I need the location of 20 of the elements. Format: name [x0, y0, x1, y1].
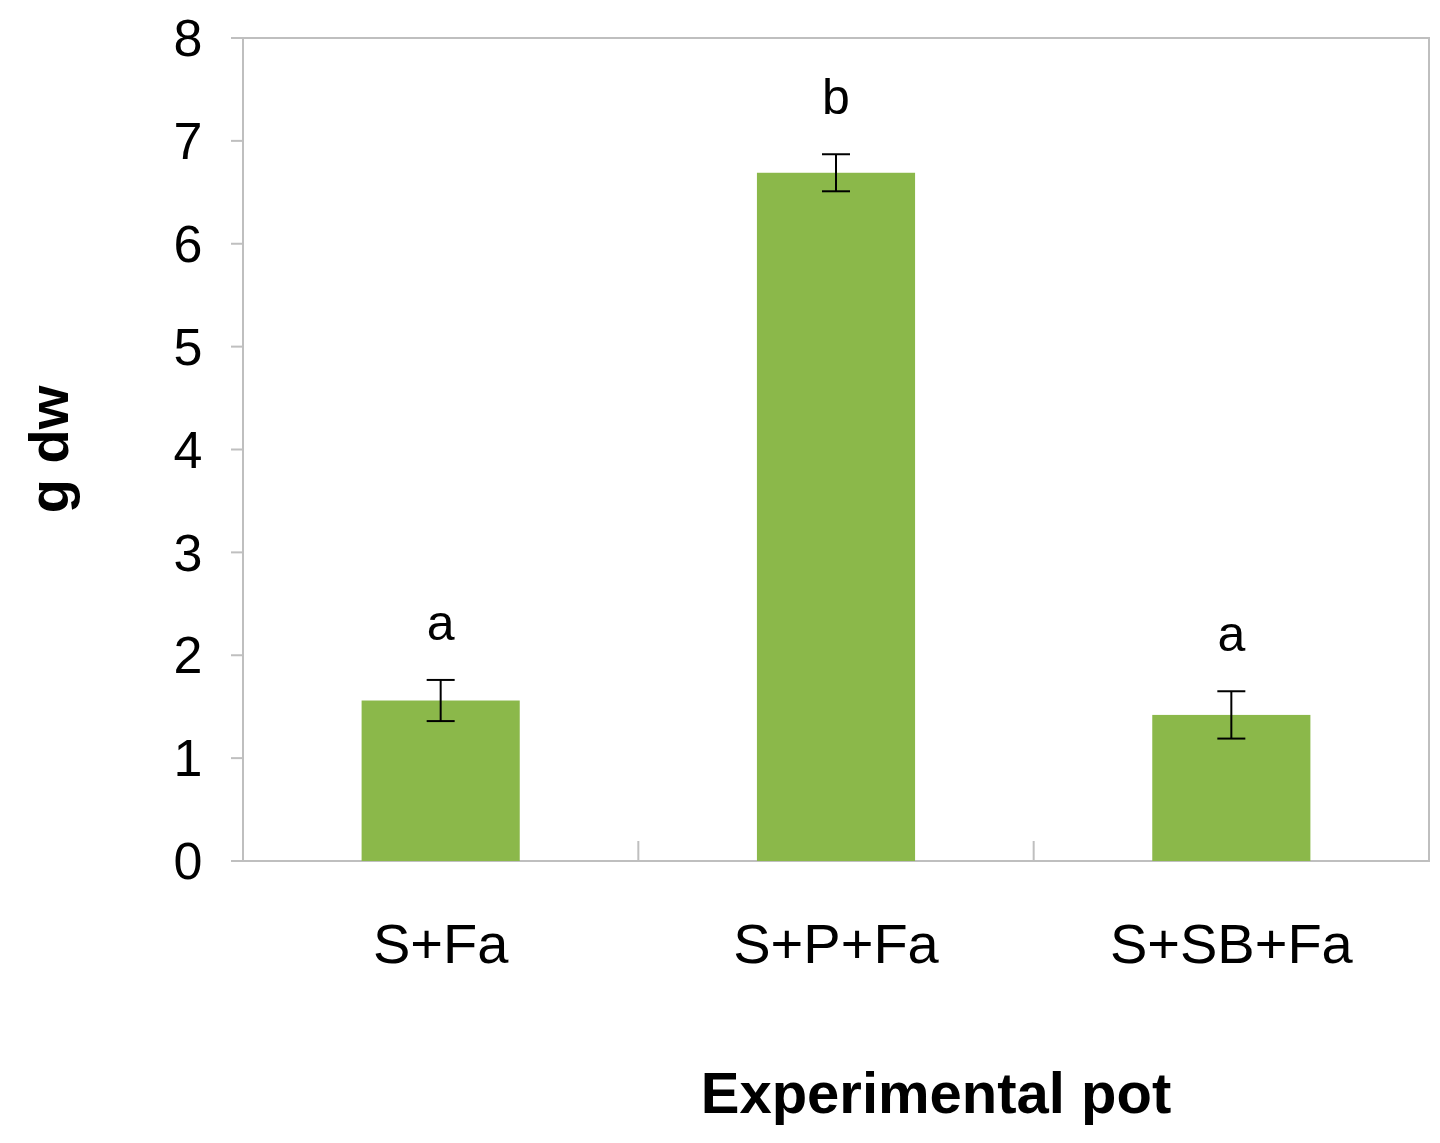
- y-tick-label: 5: [173, 317, 203, 376]
- y-tick-label: 7: [173, 112, 203, 171]
- x-tick-label: S+SB+Fa: [1109, 911, 1354, 975]
- annotation: b: [822, 69, 850, 126]
- y-tick-label: 1: [173, 729, 203, 788]
- x-axis-title: Experimental pot: [700, 1060, 1172, 1125]
- y-tick-label: 4: [173, 420, 203, 479]
- bar: [361, 700, 520, 861]
- y-tick-label: 0: [173, 832, 203, 891]
- y-tick-label: 6: [173, 214, 203, 273]
- annotation: a: [426, 594, 455, 651]
- x-tick-label: S+P+Fa: [733, 911, 940, 975]
- annotation: a: [1217, 606, 1246, 663]
- y-tick-label: 8: [173, 9, 203, 68]
- x-tick-label: S+Fa: [372, 911, 510, 975]
- y-tick-label: 3: [173, 523, 203, 582]
- bar: [1152, 714, 1311, 861]
- bar: [756, 172, 916, 861]
- y-axis-title: g dw: [17, 385, 80, 514]
- y-tick-label: 2: [173, 626, 203, 685]
